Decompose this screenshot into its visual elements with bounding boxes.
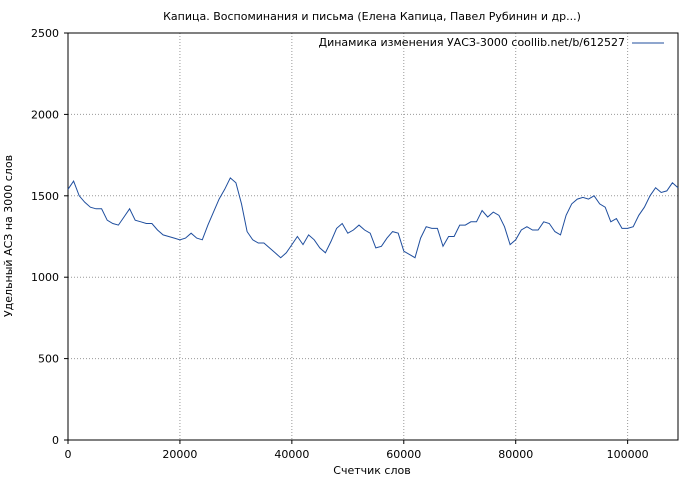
y-tick-label: 0: [52, 434, 59, 447]
y-axis-label: Удельный АСЗ на 3000 слов: [2, 155, 15, 317]
y-tick-label: 2000: [31, 108, 59, 121]
y-tick-label: 1500: [31, 190, 59, 203]
y-tick-label: 1000: [31, 271, 59, 284]
x-tick-label: 100000: [607, 448, 649, 461]
x-tick-label: 60000: [386, 448, 421, 461]
x-tick-label: 0: [65, 448, 72, 461]
legend-label: Динамика изменения УАСЗ-3000 coollib.net…: [319, 36, 626, 49]
series-line: [67, 177, 679, 259]
y-tick-label: 500: [38, 353, 59, 366]
x-tick-label: 80000: [498, 448, 533, 461]
legend: Динамика изменения УАСЗ-3000 coollib.net…: [319, 36, 664, 49]
x-tick-label: 40000: [274, 448, 309, 461]
x-axis-label: Счетчик слов: [333, 464, 410, 477]
y-tick-label: 2500: [31, 27, 59, 40]
y-axis-ticks: 0 500 1000 1500 2000 2500: [31, 27, 68, 447]
grid-lines: [68, 33, 678, 440]
x-tick-label: 20000: [162, 448, 197, 461]
chart-title: Капица. Воспоминания и письма (Елена Кап…: [163, 10, 581, 23]
plot-area-frame: [67, 32, 679, 441]
x-axis-ticks: 0 20000 40000 60000 80000 100000: [65, 440, 649, 461]
